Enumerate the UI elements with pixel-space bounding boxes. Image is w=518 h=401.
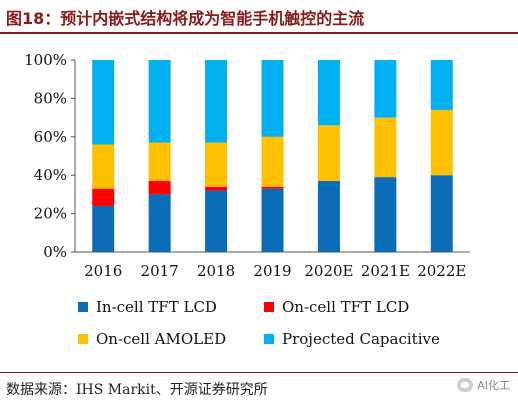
x-tick-label: 2021E xyxy=(361,262,410,280)
watermark: AI化工 xyxy=(457,377,510,393)
legend-item: On-cell TFT LCD xyxy=(264,298,409,316)
bar-on-cell-amoled-2017 xyxy=(148,142,171,181)
bar-in-cell-tft-lcd-2019 xyxy=(261,188,284,252)
bar-projected-capacitive-2020e xyxy=(317,60,340,126)
wechat-icon xyxy=(457,378,474,392)
bar-on-cell-amoled-2022e xyxy=(430,109,453,176)
legend-item: On-cell AMOLED xyxy=(78,330,226,348)
bar-projected-capacitive-2022e xyxy=(430,60,453,110)
y-tick-label: 0% xyxy=(43,243,67,261)
chart-title: 图18：预计内嵌式结构将成为智能手机触控的主流 xyxy=(6,9,365,28)
data-source: 数据来源：IHS Markit、开源证券研究所 xyxy=(6,382,268,398)
bar-projected-capacitive-2016 xyxy=(92,60,115,145)
y-tick-label: 20% xyxy=(34,205,67,223)
bar-projected-capacitive-2017 xyxy=(148,60,171,143)
y-tick-label: 80% xyxy=(34,89,67,107)
legend-label: On-cell TFT LCD xyxy=(282,298,410,316)
y-tick-label: 40% xyxy=(34,166,67,184)
chart-legend: In-cell TFT LCD On-cell TFT LCD On-cell AM… xyxy=(78,298,498,358)
bar-on-cell-tft-lcd-2018 xyxy=(205,186,228,191)
y-tick-label: 60% xyxy=(34,128,67,146)
bar-projected-capacitive-2018 xyxy=(205,60,228,143)
bar-on-cell-amoled-2016 xyxy=(92,144,115,189)
legend-swatch xyxy=(78,302,88,312)
bar-in-cell-tft-lcd-2018 xyxy=(205,190,228,252)
bar-on-cell-amoled-2019 xyxy=(261,136,284,187)
bar-on-cell-amoled-2020e xyxy=(317,125,340,181)
stacked-bar-chart: 0% 20% 40% 60% 80% 100% 2016 2017 2018 2019 2020E 2… xyxy=(24,51,470,280)
bar-on-cell-tft-lcd-2016 xyxy=(92,188,115,206)
bar-projected-capacitive-2021e xyxy=(374,60,397,118)
watermark-text: AI化工 xyxy=(477,379,510,392)
x-tick-label: 2020E xyxy=(304,262,353,280)
legend-label: On-cell AMOLED xyxy=(96,330,227,348)
title-bar: 图18：预计内嵌式结构将成为智能手机触控的主流 xyxy=(0,0,518,34)
legend-swatch xyxy=(78,334,88,344)
bar-in-cell-tft-lcd-2016 xyxy=(92,205,115,252)
bar-in-cell-tft-lcd-2017 xyxy=(148,194,171,252)
x-tick-label: 2018 xyxy=(197,262,235,280)
x-tick-label: 2019 xyxy=(253,262,291,280)
source-bar: 数据来源：IHS Markit、开源证券研究所 AI化工 xyxy=(0,372,518,401)
bar-in-cell-tft-lcd-2022e xyxy=(430,175,453,252)
legend-swatch xyxy=(264,302,274,312)
bar-in-cell-tft-lcd-2021e xyxy=(374,177,397,252)
x-tick-label: 2022E xyxy=(417,262,466,280)
bar-in-cell-tft-lcd-2020e xyxy=(317,180,340,252)
y-tick-label: 100% xyxy=(24,51,67,69)
legend-item: Projected Capacitive xyxy=(264,330,440,348)
legend-label: Projected Capacitive xyxy=(282,330,440,348)
legend-item: In-cell TFT LCD xyxy=(78,298,217,316)
legend-swatch xyxy=(264,334,274,344)
bar-on-cell-amoled-2018 xyxy=(205,142,228,187)
bar-on-cell-amoled-2021e xyxy=(374,117,397,178)
bar-on-cell-tft-lcd-2017 xyxy=(148,180,171,195)
legend-label: In-cell TFT LCD xyxy=(96,298,217,316)
bar-projected-capacitive-2019 xyxy=(261,60,284,137)
bar-on-cell-tft-lcd-2019 xyxy=(261,186,284,189)
x-tick-label: 2016 xyxy=(84,262,122,280)
x-tick-label: 2017 xyxy=(141,262,179,280)
